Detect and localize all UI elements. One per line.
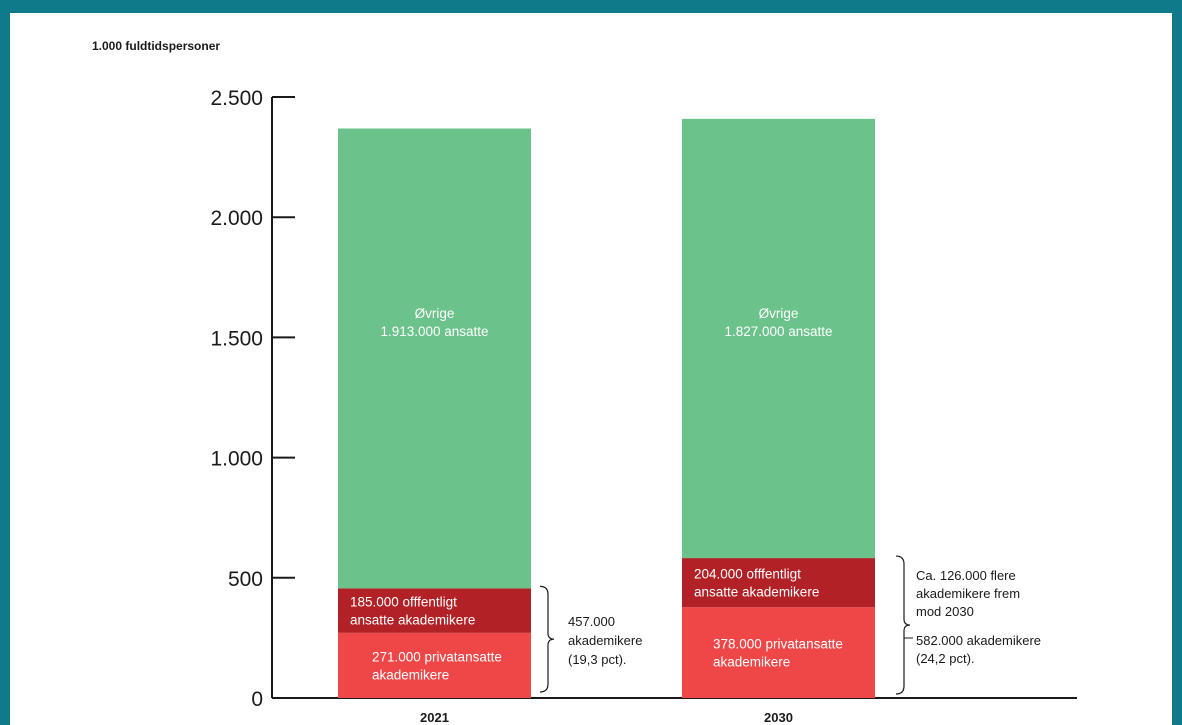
segment-label-ovrige: 1.827.000 ansatte <box>724 324 832 339</box>
segment-label-privat: 271.000 privatansatte <box>372 649 502 664</box>
x-tick-label: 2021 <box>420 710 449 725</box>
segment-label-privat: 378.000 privatansatte <box>713 637 843 652</box>
annotation-2021: (19,3 pct). <box>568 652 627 667</box>
annotation-2021: akademikere <box>568 633 642 648</box>
segment-label-offentligt: 204.000 offfentligt <box>694 567 801 582</box>
segment-label-privat: akademikere <box>372 667 449 682</box>
bar-segment-privat-2021 <box>338 632 531 698</box>
stacked-bar-chart: 1.000 fuldtidspersoner 0 500 1.000 1.500 2.0… <box>92 39 1077 725</box>
annotation-2030: Ca. 126.000 flere <box>916 568 1016 583</box>
annotation-2030: 582.000 akademikere <box>916 633 1041 648</box>
bar-segment-privat-2030 <box>682 607 875 698</box>
segment-label-ovrige: Øvrige <box>759 306 799 321</box>
segment-labels: 271.000 privatansatte akademikere 185.000 … <box>350 306 843 682</box>
chart-panel: 1.000 fuldtidspersoner 0 500 1.000 1.500 2.0… <box>10 13 1172 725</box>
segment-label-ovrige: 1.913.000 ansatte <box>380 324 488 339</box>
bar-segment-offentligt-2021 <box>338 588 531 633</box>
segment-label-offentligt: 185.000 offfentligt <box>350 595 457 610</box>
y-tick-label: 0 <box>251 688 263 711</box>
segment-label-ovrige: Øvrige <box>415 306 455 321</box>
brace-2030 <box>895 555 911 695</box>
y-tick-label: 2.500 <box>210 87 263 110</box>
y-tick-label: 1.000 <box>210 448 263 471</box>
y-tick-label: 500 <box>228 568 263 591</box>
annotation-2030: (24,2 pct). <box>916 651 975 666</box>
x-tick-label: 2030 <box>764 710 793 725</box>
y-tick-label: 2.000 <box>210 207 263 230</box>
annotation-2030: mod 2030 <box>916 604 974 619</box>
bar-segment-offentligt-2030 <box>682 558 875 608</box>
annotations: 457.000 akademikere (19,3 pct). Ca. 126.000… <box>539 555 1041 695</box>
unit-label: 1.000 fuldtidspersoner <box>92 39 220 53</box>
annotation-2021: 457.000 <box>568 614 615 629</box>
bar-segment-ovrige-2021 <box>338 128 531 589</box>
annotation-2030: akademikere frem <box>916 586 1020 601</box>
y-tick-label: 1.500 <box>210 327 263 350</box>
bars <box>338 118 875 698</box>
segment-label-offentligt: ansatte akademikere <box>350 613 475 628</box>
brace-2021 <box>539 585 555 693</box>
bar-segment-ovrige-2030 <box>682 118 875 559</box>
segment-label-offentligt: ansatte akademikere <box>694 585 819 600</box>
segment-label-privat: akademikere <box>713 655 790 670</box>
